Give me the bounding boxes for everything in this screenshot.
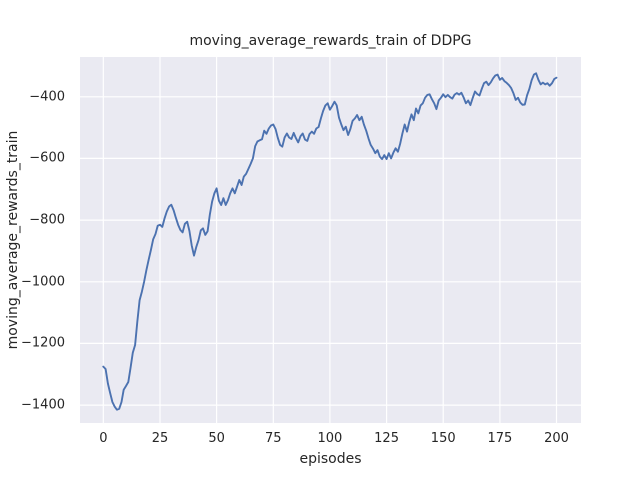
- y-tick-label: −400: [29, 89, 65, 105]
- y-tick-label: −1400: [21, 397, 65, 413]
- plot-area: [80, 57, 581, 423]
- x-tick-label: 200: [544, 431, 569, 446]
- line-series: [102, 72, 558, 411]
- x-tick-label: 175: [487, 431, 513, 446]
- y-tick-label: −800: [29, 212, 65, 228]
- y-tick-label: −1000: [21, 274, 65, 290]
- x-tick-label: 125: [374, 431, 399, 446]
- x-tick-label: 50: [208, 431, 225, 446]
- x-tick-label: 100: [317, 431, 343, 446]
- x-tick-label: 0: [99, 431, 108, 446]
- x-tick-label: 75: [265, 431, 282, 446]
- x-axis-label: episodes: [299, 451, 362, 467]
- chart-title: moving_average_rewards_train of DDPG: [189, 33, 472, 49]
- gridlines: [80, 57, 581, 423]
- plot-canvas: [80, 57, 581, 423]
- y-tick-label: −600: [29, 150, 65, 166]
- x-tick-label: 25: [151, 431, 169, 446]
- y-tick-label: −1200: [21, 335, 65, 351]
- x-tick-label: 150: [430, 431, 456, 446]
